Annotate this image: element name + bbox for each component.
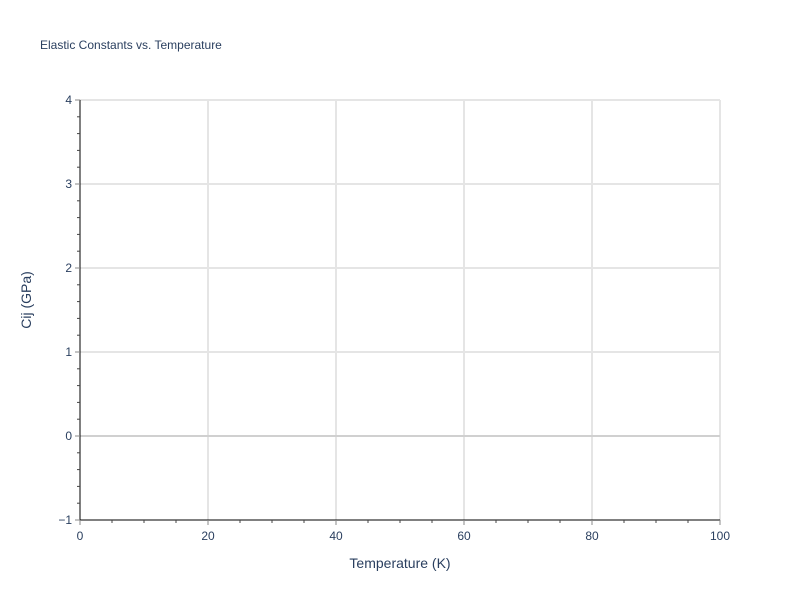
y-axis-title: Cij (GPa)	[18, 271, 34, 329]
x-tick-label: 20	[201, 529, 215, 543]
y-tick-label: −1	[58, 513, 72, 527]
x-tick-label: 0	[77, 529, 84, 543]
x-axis-title: Temperature (K)	[349, 555, 450, 571]
y-tick-label: 4	[65, 93, 72, 107]
y-tick-label: 2	[65, 261, 72, 275]
y-tick-label: 0	[65, 429, 72, 443]
x-tick-label: 100	[710, 529, 730, 543]
x-tick-label: 40	[329, 529, 343, 543]
y-tick-label: 3	[65, 177, 72, 191]
y-tick-label: 1	[65, 345, 72, 359]
x-tick-label: 80	[585, 529, 599, 543]
x-tick-label: 60	[457, 529, 471, 543]
chart-title: Elastic Constants vs. Temperature	[40, 38, 222, 52]
